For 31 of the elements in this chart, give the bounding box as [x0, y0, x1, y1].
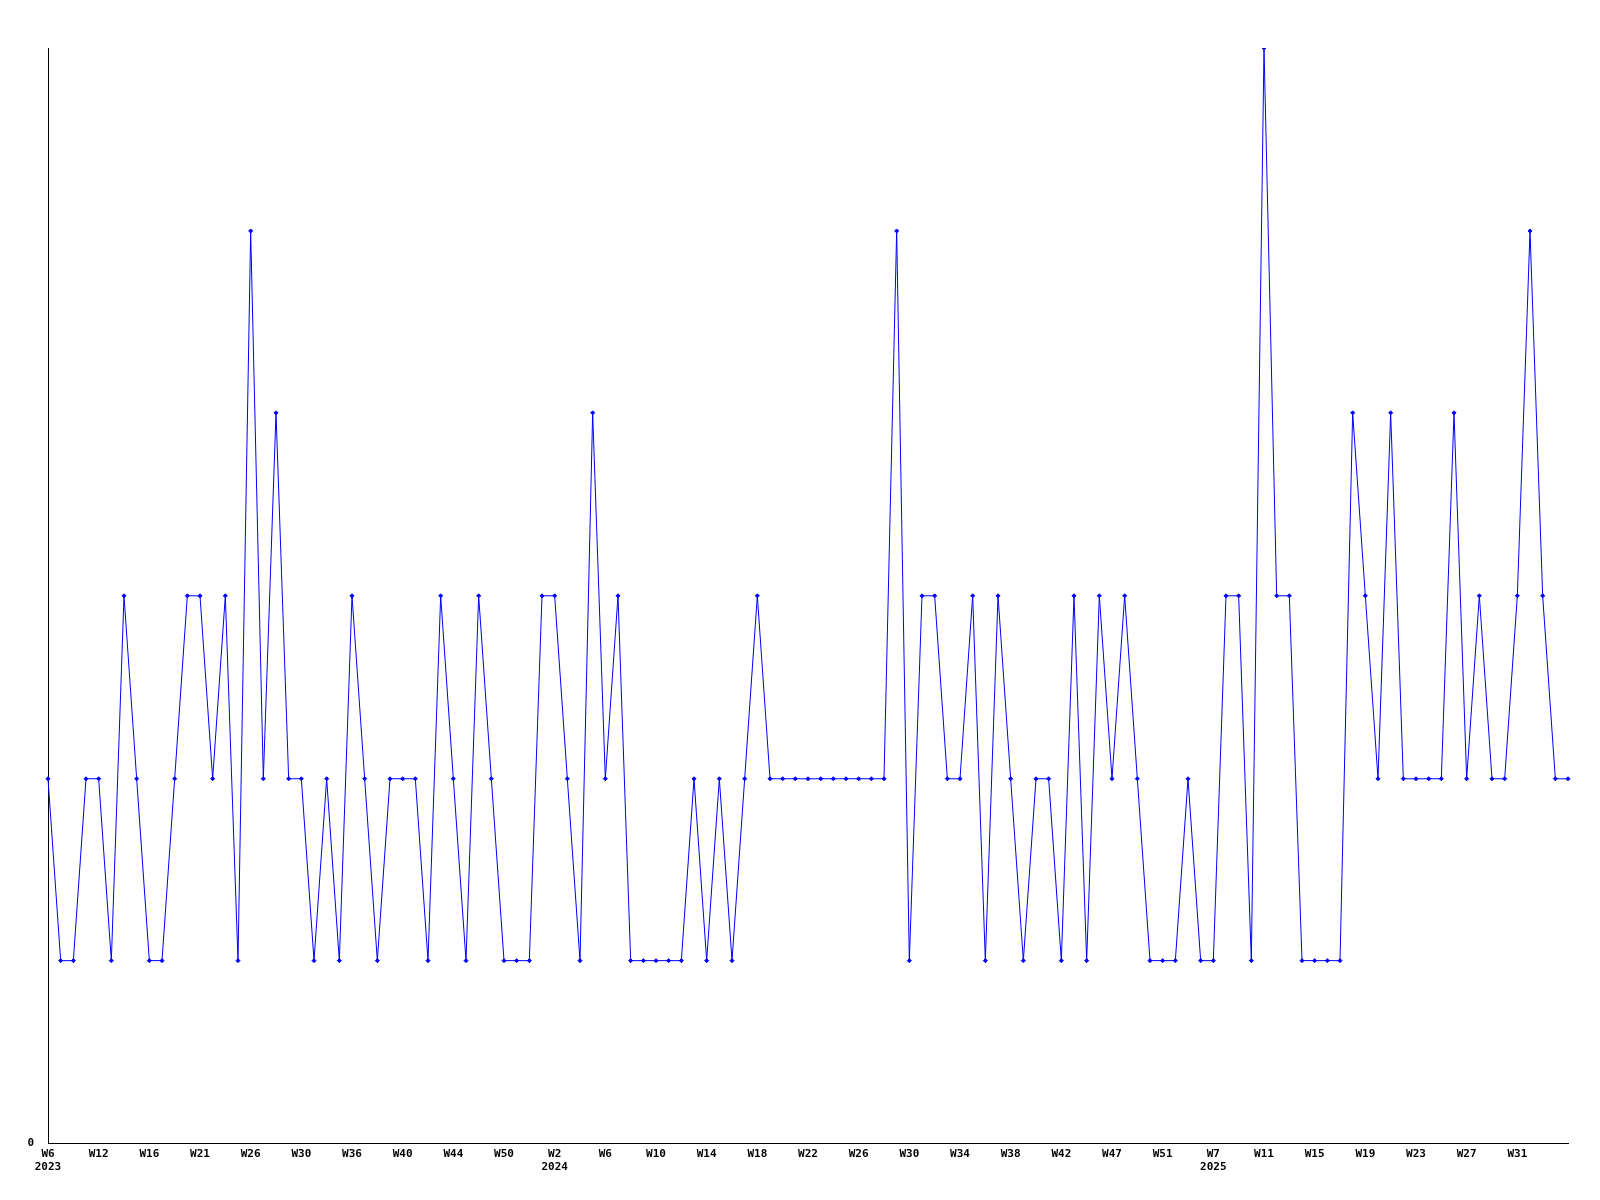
x-tick-label: W42: [1051, 1147, 1072, 1161]
x-tick-label: W10: [646, 1147, 666, 1161]
x-tick-label: W12: [88, 1147, 109, 1161]
x-tick-label: W7 2025: [1200, 1147, 1227, 1174]
x-tick-label: W22: [798, 1147, 818, 1161]
x-tick-label: W11: [1254, 1147, 1275, 1161]
x-tick-label: W50: [494, 1147, 514, 1161]
x-tick-label: W15: [1304, 1147, 1325, 1161]
x-tick-label: W21: [190, 1147, 211, 1161]
x-tick-label: W6: [598, 1147, 613, 1161]
x-tick-label: W26: [848, 1147, 869, 1161]
x-tick-label: W40: [392, 1147, 413, 1161]
text: 0: [27, 1136, 34, 1150]
x-tick-label: W47: [1102, 1147, 1122, 1161]
x-tick-label: W30: [899, 1147, 920, 1161]
x-tick-label: W34: [950, 1147, 971, 1161]
x-tick-label: W23: [1406, 1147, 1426, 1161]
x-tick-label: W30: [291, 1147, 312, 1161]
x-tick-label: W19: [1355, 1147, 1376, 1161]
x-tick-label: W51: [1152, 1147, 1173, 1161]
x-tick-label: W16: [139, 1147, 160, 1161]
x-tick-label: W26: [240, 1147, 261, 1161]
x-tick-label: W44: [443, 1147, 464, 1161]
x-tick-label: W38: [1000, 1147, 1021, 1161]
x-tick-label: W2 2024: [541, 1147, 569, 1174]
x-tick-label: W27: [1456, 1147, 1477, 1161]
x-tick-label: W18: [747, 1147, 768, 1161]
x-tick-label: W14: [696, 1147, 717, 1161]
x-tick-label: W31: [1507, 1147, 1528, 1161]
x-tick-label: W36: [342, 1147, 363, 1161]
x-tick-label: W6 2023: [34, 1147, 62, 1174]
